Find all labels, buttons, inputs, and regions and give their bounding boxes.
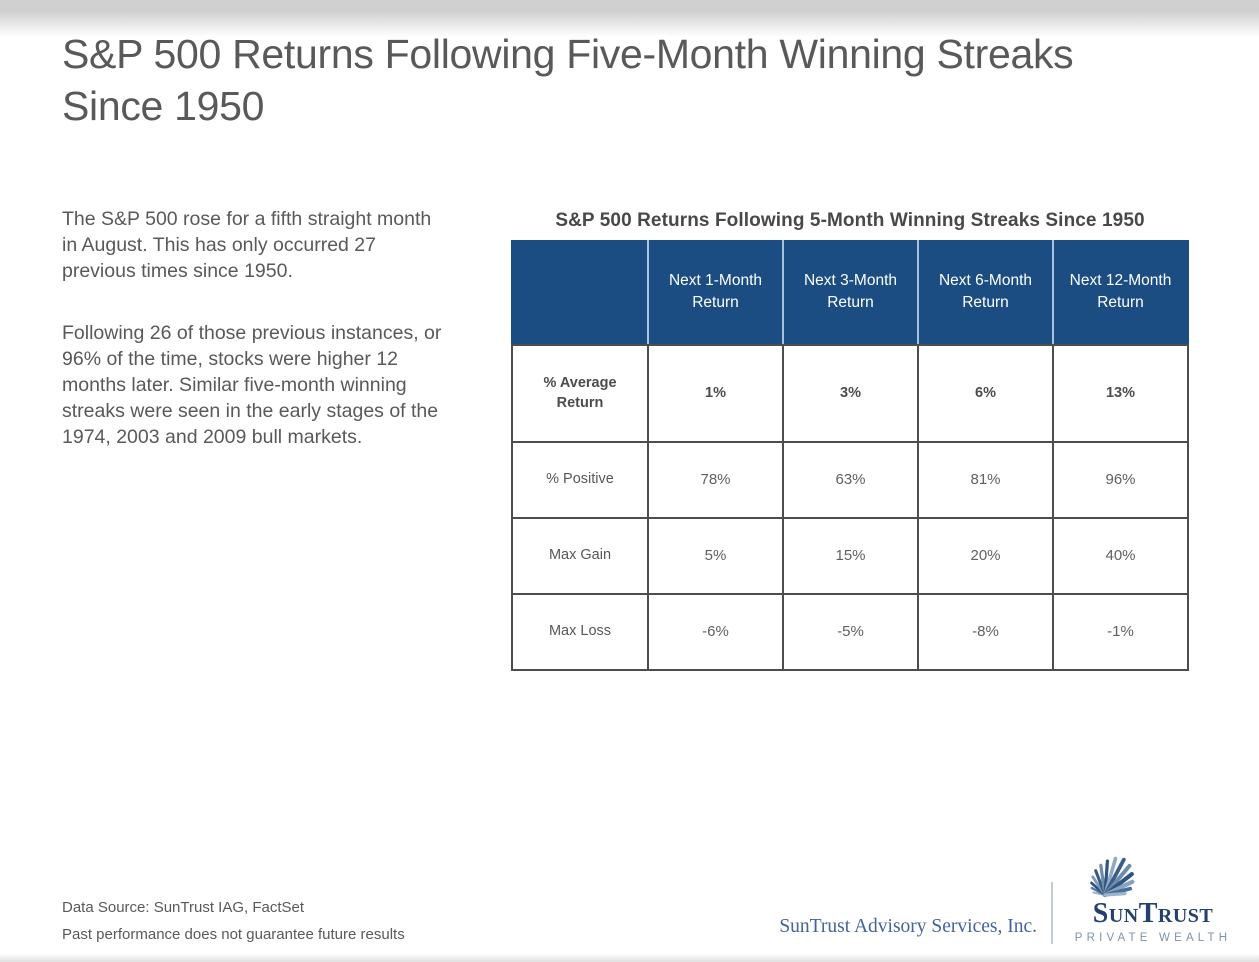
commentary-block: The S&P 500 rose for a fifth straight mo… <box>62 206 442 450</box>
table-cell: 6% <box>919 346 1052 441</box>
table-col-header-12m: Next 12-Month Return <box>1054 240 1187 344</box>
table-cell: 13% <box>1054 346 1187 441</box>
suntrust-rays-icon <box>1090 856 1135 898</box>
table-cell: 78% <box>649 443 782 517</box>
bottom-gradient-bar <box>0 954 1259 962</box>
returns-table: S&P 500 Returns Following 5-Month Winnin… <box>511 210 1189 671</box>
row-label-max-gain: Max Gain <box>513 519 647 593</box>
table-header-row: Next 1-Month Return Next 3-Month Return … <box>511 240 1189 344</box>
page-title: S&P 500 Returns Following Five-Month Win… <box>62 31 1074 130</box>
table-corner-cell <box>513 240 647 344</box>
table-col-header-1m: Next 1-Month Return <box>649 240 782 344</box>
table-cell: -1% <box>1054 595 1187 669</box>
row-label-positive: % Positive <box>513 443 647 517</box>
table-cell: 96% <box>1054 443 1187 517</box>
top-gradient-bar <box>0 0 1259 38</box>
table-cell: 15% <box>784 519 917 593</box>
row-label-max-loss: Max Loss <box>513 595 647 669</box>
table-cell: 40% <box>1054 519 1187 593</box>
disclaimer-text: Past performance does not guarantee futu… <box>62 926 405 943</box>
table-body: % Average Return 1% 3% 6% 13% % Positive… <box>511 344 1189 671</box>
table-title: S&P 500 Returns Following 5-Month Winnin… <box>555 210 1145 231</box>
table-cell: 63% <box>784 443 917 517</box>
commentary-paragraph-1: The S&P 500 rose for a fifth straight mo… <box>62 208 432 282</box>
logo-divider <box>1051 882 1053 944</box>
table-cell: 5% <box>649 519 782 593</box>
table-cell: 20% <box>919 519 1052 593</box>
table-cell: -6% <box>649 595 782 669</box>
table-cell: -5% <box>784 595 917 669</box>
table-cell: 81% <box>919 443 1052 517</box>
row-label-avg-return: % Average Return <box>513 346 647 441</box>
table-cell: 3% <box>784 346 917 441</box>
table-col-header-6m: Next 6-Month Return <box>919 240 1052 344</box>
data-source-text: Data Source: SunTrust IAG, FactSet <box>62 899 305 916</box>
table-cell: -8% <box>919 595 1052 669</box>
table-col-header-3m: Next 3-Month Return <box>784 240 917 344</box>
suntrust-logo: SunTrust PRIVATE WEALTH <box>1065 851 1241 950</box>
commentary-paragraph-2: Following 26 of those previous instances… <box>62 322 442 448</box>
suntrust-wordmark: SunTrust <box>1092 898 1214 929</box>
footer-brand-block: SunTrust Advisory Services, Inc. <box>779 850 1241 950</box>
private-wealth-label: PRIVATE WEALTH <box>1074 932 1232 944</box>
advisory-services-text: SunTrust Advisory Services, Inc. <box>779 916 1037 937</box>
footer-source-block: Data Source: SunTrust IAG, FactSet Past … <box>62 894 405 948</box>
table-cell: 1% <box>649 346 782 441</box>
